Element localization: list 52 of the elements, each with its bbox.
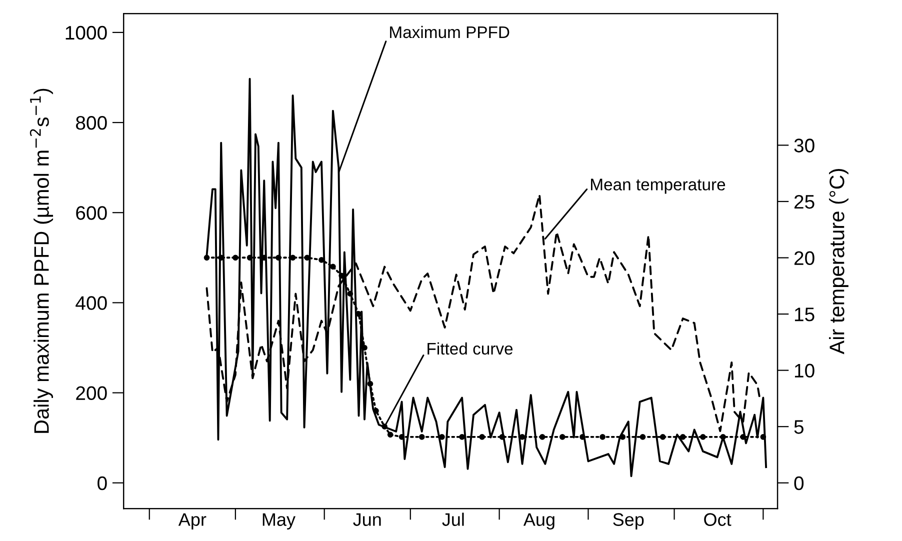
point: [600, 434, 606, 440]
point: [439, 434, 445, 440]
point: [720, 434, 726, 440]
x-tick-label: Sep: [613, 513, 644, 530]
annotation: Fitted curve: [428, 342, 513, 355]
point: [347, 290, 354, 297]
point: [246, 254, 253, 261]
point: [418, 434, 425, 440]
point: [232, 254, 238, 261]
y2-axis-title: Air temperature (°C): [829, 169, 848, 354]
point: [362, 344, 368, 351]
point: [760, 434, 766, 440]
y2-tick-label: 15: [794, 308, 814, 322]
point: [204, 254, 210, 261]
y-tick-label: 1000: [66, 26, 107, 40]
point: [660, 434, 666, 440]
y2-tick-label: 25: [794, 194, 814, 209]
x-tick-label: May: [262, 513, 296, 530]
x-tick-label: Apr: [178, 513, 206, 530]
y-tick-label: 200: [76, 386, 107, 400]
point: [330, 264, 336, 270]
point: [499, 434, 506, 440]
x-tick-label: Oct: [704, 513, 732, 526]
point: [680, 434, 686, 440]
y2-tick-label: 20: [794, 251, 814, 266]
point: [539, 434, 546, 440]
y2-tick-label: 10: [794, 364, 814, 378]
point: [459, 434, 465, 440]
point: [640, 434, 646, 440]
y-tick-label: 400: [76, 296, 107, 310]
point: [387, 432, 394, 438]
x-tick-label: Jun: [353, 513, 381, 526]
point: [276, 254, 282, 261]
y2-tick-label: 5: [794, 420, 804, 434]
point: [740, 434, 746, 440]
annotation: Mean temperature: [591, 178, 726, 194]
point: [479, 434, 486, 440]
point: [373, 408, 379, 414]
point: [580, 434, 586, 440]
x-tick-label: Jul: [442, 512, 464, 526]
y-tick-label: 0: [98, 476, 107, 490]
point: [559, 434, 566, 440]
y2-tick-label: 0: [794, 476, 804, 490]
y-axis-title: Daily maximum PPFD (µmol m$^{−2}$s$^{−1}$): [30, 88, 54, 433]
point: [367, 380, 374, 387]
point: [398, 434, 405, 440]
annotation: Maximum PPFD: [390, 26, 510, 38]
y-tick-label: 600: [76, 206, 107, 220]
y2-tick-label: 30: [794, 138, 814, 152]
y-tick-label: 800: [76, 116, 107, 130]
point: [700, 434, 706, 440]
x-tick-label: Aug: [523, 513, 554, 530]
